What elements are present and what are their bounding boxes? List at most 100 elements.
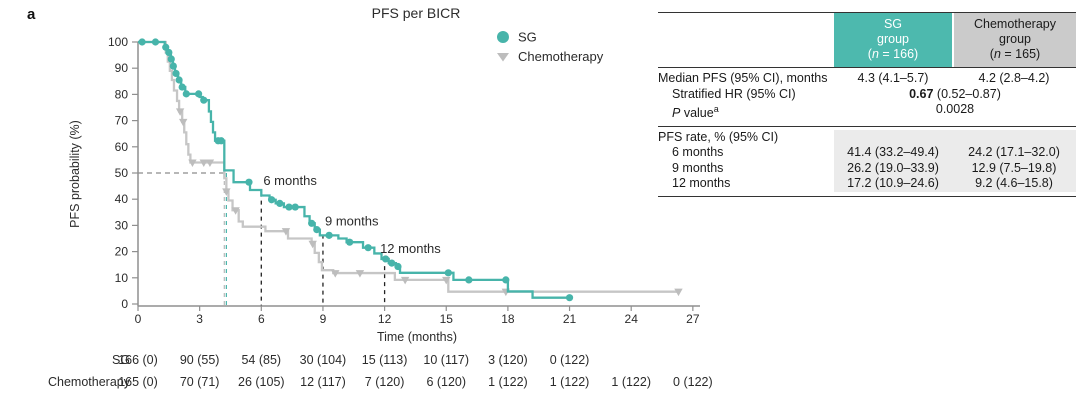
at-risk-row-label: SG	[112, 353, 130, 367]
sg-censor-marker	[276, 199, 284, 207]
rate-12mo-chemo: 9.2 (4.6–15.8)	[952, 176, 1076, 192]
table-header-empty	[658, 13, 834, 67]
at-risk-value: 1 (122)	[488, 375, 528, 389]
svg-text:24: 24	[625, 312, 639, 326]
pfs-rate-label: PFS rate, % (95% CI)	[658, 129, 779, 144]
sg-censor-marker	[465, 276, 473, 284]
pfs-rate-chemo-spacer	[952, 129, 1076, 146]
svg-text:20: 20	[115, 245, 129, 259]
pfs-rate-section: PFS rate, % (95% CI) 6 months 41.4 (33.2…	[658, 127, 1076, 197]
table-header-chemo-group: Chemotherapy group (n = 165)	[954, 13, 1076, 67]
chemo-censor-marker	[205, 159, 215, 168]
annotation-9-months: 9 months	[325, 213, 379, 228]
svg-text:15: 15	[440, 312, 454, 326]
at-risk-value: 15 (113)	[362, 353, 408, 367]
p-italic: P	[672, 106, 681, 121]
chemo-header-line1: Chemotherapy	[974, 17, 1056, 31]
at-risk-value: 10 (117)	[423, 353, 469, 367]
sg-censor-marker	[162, 43, 170, 51]
sg-header-n: n	[871, 47, 879, 61]
sg-censor-marker	[195, 90, 203, 98]
rate-9mo-label: 9 months	[672, 160, 724, 175]
sg-censor-marker	[182, 90, 190, 98]
svg-text:3: 3	[196, 312, 203, 326]
svg-text:80: 80	[115, 87, 129, 101]
rate-6mo-chemo: 24.2 (17.1–32.0)	[952, 145, 1076, 161]
svg-text:18: 18	[501, 312, 515, 326]
chemo-censor-marker	[231, 207, 240, 215]
sg-censor-marker	[394, 262, 402, 271]
at-risk-value: 7 (120)	[365, 375, 405, 389]
at-risk-value: 90 (55)	[180, 353, 220, 367]
hr-value-bold: 0.67	[909, 86, 934, 101]
sg-censor-marker	[382, 255, 390, 263]
median-pfs-chemo-value: 4.2 (2.8–4.2)	[978, 71, 1050, 85]
sg-censor-marker	[291, 203, 299, 211]
at-risk-value: 54 (85)	[241, 353, 281, 367]
svg-text:30: 30	[115, 218, 129, 232]
p-rest: value	[680, 106, 714, 121]
median-pfs-sg-value: 4.3 (4.1–5.7)	[857, 71, 929, 85]
x-axis-label: Time (months)	[377, 330, 457, 344]
sg-censor-marker	[172, 69, 180, 78]
legend-sg-marker	[497, 31, 509, 43]
rate-9mo-sg: 26.2 (19.0–33.9)	[834, 160, 952, 177]
sg-censor-marker	[285, 203, 293, 211]
hr-label: Stratified HR (95% CI)	[672, 86, 796, 101]
sg-censor-marker	[388, 259, 396, 267]
at-risk-value: 26 (105)	[238, 375, 285, 389]
sg-censor-marker	[444, 269, 452, 277]
rate-9mo-chemo: 12.9 (7.5–19.8)	[952, 160, 1076, 177]
svg-text:60: 60	[115, 140, 129, 154]
at-risk-value: 1 (122)	[550, 375, 590, 389]
sg-censor-marker	[245, 178, 253, 186]
chemo-header-n: n	[993, 47, 1001, 61]
svg-text:9: 9	[320, 312, 327, 326]
median-section: Median PFS (95% CI), months 4.3 (4.1–5.7…	[658, 68, 1076, 127]
chemo-censor-marker	[355, 270, 365, 278]
sg-censor-marker	[502, 276, 510, 284]
svg-text:21: 21	[563, 312, 577, 326]
sg-censor-marker	[565, 294, 574, 302]
table-header-sg-group: SG group (n = 166)	[834, 13, 952, 67]
annotation-12-months: 12 months	[380, 241, 441, 256]
svg-text:0: 0	[121, 297, 128, 311]
legend-sg-label: SG	[518, 30, 537, 45]
sg-censor-marker	[364, 244, 372, 252]
svg-text:40: 40	[115, 192, 129, 206]
hr-value: 0.67 (0.52–0.87)	[834, 87, 1076, 103]
sg-censor-marker	[138, 38, 146, 46]
p-value-label: P valuea	[658, 102, 834, 122]
svg-text:6: 6	[258, 312, 265, 326]
sg-censor-marker	[217, 137, 225, 145]
sg-header-line1: SG	[883, 17, 903, 31]
at-risk-value: 1 (122)	[611, 375, 651, 389]
sg-censor-marker	[167, 55, 175, 63]
sg-censor-marker	[313, 225, 321, 234]
svg-text:27: 27	[686, 312, 700, 326]
sg-censor-marker	[200, 96, 208, 104]
annotation-6-months: 6 months	[263, 173, 317, 188]
chemo-censor-marker	[400, 276, 410, 285]
legend-chemo-label: Chemotherapy	[518, 49, 604, 64]
svg-text:10: 10	[115, 271, 129, 285]
pfs-rate-sg-spacer	[834, 129, 952, 146]
rate-6mo-label: 6 months	[672, 145, 724, 160]
at-risk-value: 166 (0)	[118, 353, 158, 367]
legend-chemo-marker	[497, 53, 509, 62]
svg-text:12: 12	[378, 312, 392, 326]
at-risk-value: 6 (120)	[426, 375, 466, 389]
rate-12mo-sg: 17.2 (10.9–24.6)	[834, 176, 952, 192]
chemo-header-line2: group	[999, 32, 1031, 46]
hr-value-ci: (0.52–0.87)	[933, 86, 1001, 101]
sg-header-line2: group	[877, 32, 909, 46]
at-risk-value: 30 (104)	[300, 353, 347, 367]
sg-censor-marker	[325, 231, 333, 239]
axes: 0 10 20 30 40 50 60 70 80 90 100 0 3 6 9 12 15 18 21 24 27 PF…	[68, 5, 700, 344]
chemo-censor-marker	[199, 159, 208, 168]
at-risk-value: 3 (120)	[488, 353, 528, 367]
at-risk-row-label: Chemotherapy	[48, 375, 131, 389]
